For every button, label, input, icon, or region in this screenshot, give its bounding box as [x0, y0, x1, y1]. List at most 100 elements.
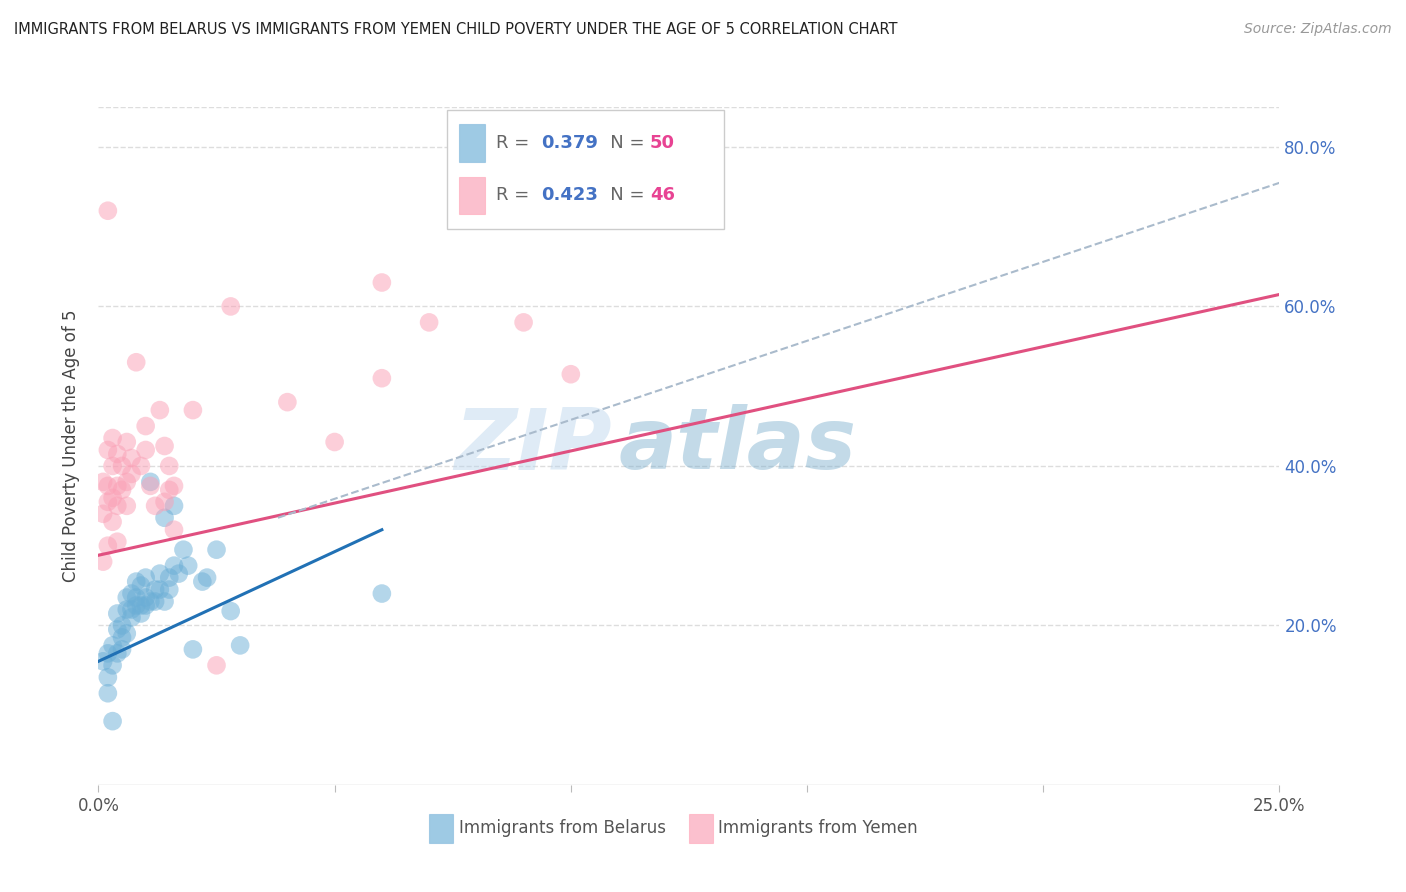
Point [105, 447, 128, 461]
Point [371, 276, 394, 290]
Point [153, 594, 176, 608]
Point [157, 582, 180, 597]
Point [157, 483, 180, 497]
Point [125, 355, 148, 369]
Point [129, 578, 152, 592]
Text: atlas: atlas [619, 404, 856, 488]
Point [101, 515, 124, 529]
Point [121, 586, 143, 600]
Point [125, 574, 148, 589]
Point [135, 442, 157, 457]
Point [111, 642, 134, 657]
Point [371, 586, 394, 600]
FancyBboxPatch shape [458, 124, 485, 161]
Point [115, 499, 138, 513]
Text: R =: R = [496, 134, 536, 152]
Point [101, 431, 124, 445]
Point [219, 604, 242, 618]
Point [172, 542, 194, 557]
Point [97, 686, 120, 700]
Text: ZIP: ZIP [454, 404, 612, 488]
Point [135, 419, 157, 434]
Point [157, 458, 180, 473]
Point [121, 467, 143, 481]
Point [105, 607, 128, 621]
Point [101, 658, 124, 673]
Point [163, 479, 186, 493]
Point [121, 610, 143, 624]
Point [115, 626, 138, 640]
Point [101, 714, 124, 728]
Point [177, 558, 200, 573]
Point [121, 602, 143, 616]
Point [97, 670, 120, 684]
Point [115, 602, 138, 616]
Point [143, 499, 166, 513]
Point [91, 507, 114, 521]
FancyBboxPatch shape [429, 814, 453, 843]
Point [139, 475, 162, 489]
Point [101, 491, 124, 505]
Point [129, 599, 152, 613]
Text: Immigrants from Yemen: Immigrants from Yemen [718, 820, 918, 838]
Point [111, 483, 134, 497]
Point [97, 646, 120, 660]
Point [149, 582, 172, 597]
Point [115, 591, 138, 605]
Point [153, 510, 176, 524]
Point [167, 566, 190, 581]
Point [163, 499, 186, 513]
Point [135, 591, 157, 605]
Point [105, 534, 128, 549]
Point [149, 566, 172, 581]
Point [97, 442, 120, 457]
Point [115, 475, 138, 489]
Point [163, 523, 186, 537]
Point [143, 582, 166, 597]
Text: IMMIGRANTS FROM BELARUS VS IMMIGRANTS FROM YEMEN CHILD POVERTY UNDER THE AGE OF : IMMIGRANTS FROM BELARUS VS IMMIGRANTS FR… [14, 22, 897, 37]
Text: Immigrants from Belarus: Immigrants from Belarus [458, 820, 665, 838]
Y-axis label: Child Poverty Under the Age of 5: Child Poverty Under the Age of 5 [62, 310, 80, 582]
Point [97, 479, 120, 493]
Point [512, 315, 534, 329]
Point [157, 571, 180, 585]
FancyBboxPatch shape [447, 111, 724, 229]
Text: 46: 46 [650, 186, 675, 204]
Point [105, 499, 128, 513]
Point [121, 450, 143, 465]
Text: 50: 50 [650, 134, 675, 152]
Point [111, 631, 134, 645]
Point [91, 654, 114, 668]
Point [195, 571, 218, 585]
Point [276, 395, 298, 409]
FancyBboxPatch shape [689, 814, 713, 843]
Point [181, 403, 204, 417]
Point [125, 591, 148, 605]
Point [101, 639, 124, 653]
Point [91, 475, 114, 489]
Point [163, 558, 186, 573]
Point [371, 371, 394, 385]
Point [97, 495, 120, 509]
Point [125, 599, 148, 613]
Point [153, 495, 176, 509]
Point [105, 623, 128, 637]
Point [229, 639, 252, 653]
Point [153, 439, 176, 453]
Point [181, 642, 204, 657]
Point [111, 618, 134, 632]
Point [97, 539, 120, 553]
Point [139, 479, 162, 493]
Point [205, 658, 228, 673]
Text: 0.379: 0.379 [541, 134, 598, 152]
Point [91, 555, 114, 569]
Point [105, 479, 128, 493]
Point [560, 368, 582, 382]
Point [149, 403, 172, 417]
Point [418, 315, 440, 329]
Point [105, 646, 128, 660]
Point [135, 571, 157, 585]
Point [101, 458, 124, 473]
Point [139, 594, 162, 608]
Point [115, 435, 138, 450]
